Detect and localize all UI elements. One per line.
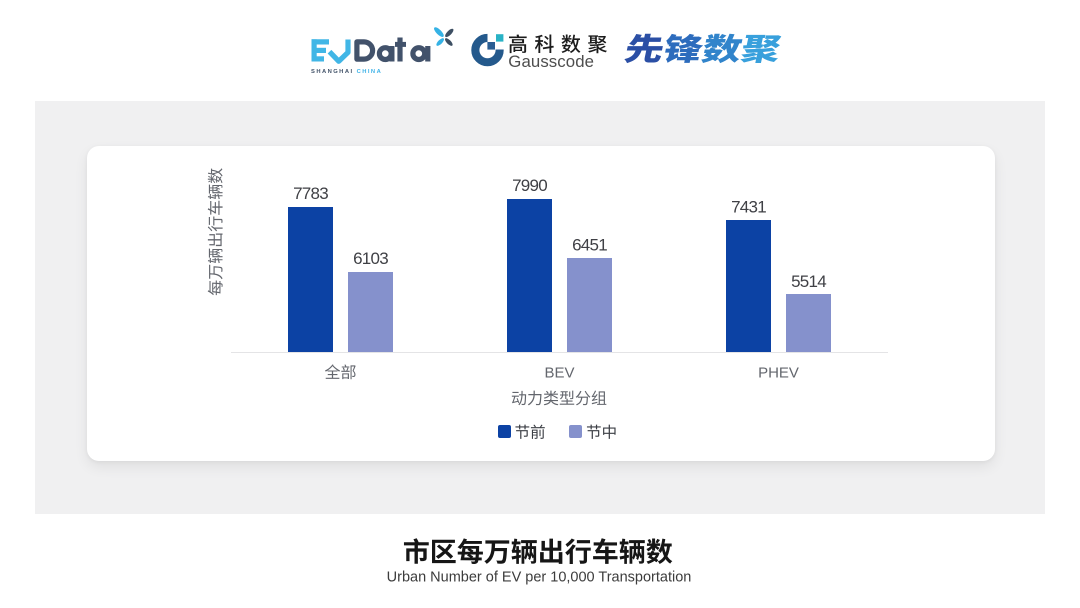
svg-text:Gausscode: Gausscode	[508, 52, 594, 71]
svg-text:PHEV: PHEV	[758, 365, 799, 382]
svg-text:7990: 7990	[512, 176, 547, 195]
svg-text:6451: 6451	[572, 236, 607, 255]
svg-text:BEV: BEV	[544, 365, 574, 382]
svg-text:6103: 6103	[353, 249, 388, 268]
svg-text:7431: 7431	[731, 197, 766, 216]
svg-text:7783: 7783	[293, 184, 328, 203]
svg-text:5514: 5514	[791, 272, 826, 291]
svg-text:Urban Number of EV per 10,000: Urban Number of EV per 10,000 Transporta…	[387, 570, 692, 586]
svg-text:SHANGHAI CHINA: SHANGHAI CHINA	[311, 69, 382, 75]
